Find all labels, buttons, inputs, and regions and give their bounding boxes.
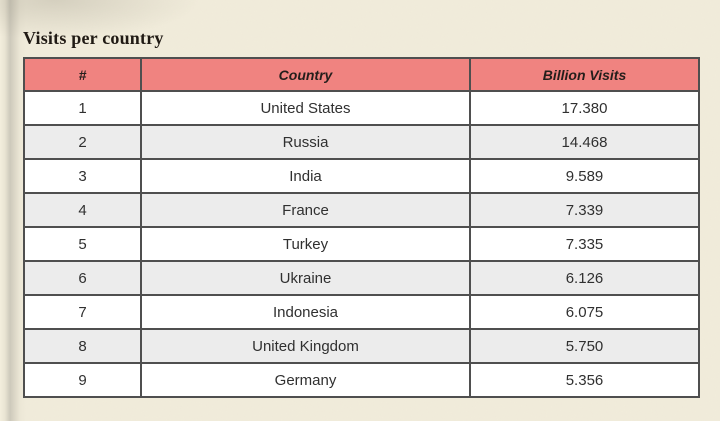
table-row: 1 United States 17.380: [23, 90, 700, 126]
cell-visits: 9.589: [469, 158, 700, 194]
cell-country: Turkey: [140, 226, 471, 262]
page-title: Visits per country: [23, 28, 164, 48]
cell-rank: 3: [23, 158, 142, 194]
cell-visits: 7.339: [469, 192, 700, 228]
cell-rank: 7: [23, 294, 142, 330]
cell-rank: 9: [23, 362, 142, 398]
cell-country: India: [140, 158, 471, 194]
column-header-visits: Billion Visits: [469, 57, 700, 92]
cell-visits: 6.075: [469, 294, 700, 330]
cell-country: Germany: [140, 362, 471, 398]
cell-country: United Kingdom: [140, 328, 471, 364]
table-row: 5 Turkey 7.335: [23, 226, 700, 262]
column-header-country: Country: [140, 57, 471, 92]
cell-visits: 5.750: [469, 328, 700, 364]
cell-country: United States: [140, 90, 471, 126]
cell-visits: 5.356: [469, 362, 700, 398]
cell-rank: 4: [23, 192, 142, 228]
column-header-rank: #: [23, 57, 142, 92]
table-header-row: # Country Billion Visits: [23, 57, 700, 92]
table-row: 6 Ukraine 6.126: [23, 260, 700, 296]
cell-country: Indonesia: [140, 294, 471, 330]
cell-visits: 7.335: [469, 226, 700, 262]
table-row: 3 India 9.589: [23, 158, 700, 194]
table-row: 8 United Kingdom 5.750: [23, 328, 700, 364]
cell-rank: 2: [23, 124, 142, 160]
content-area: Visits per country # Country Billion Vis…: [23, 28, 700, 398]
table-row: 7 Indonesia 6.075: [23, 294, 700, 330]
cell-rank: 8: [23, 328, 142, 364]
table-row: 9 Germany 5.356: [23, 362, 700, 398]
cell-rank: 6: [23, 260, 142, 296]
cell-country: France: [140, 192, 471, 228]
cell-visits: 17.380: [469, 90, 700, 126]
cell-country: Russia: [140, 124, 471, 160]
visits-table: # Country Billion Visits 1 United States…: [23, 57, 700, 398]
cell-country: Ukraine: [140, 260, 471, 296]
cell-visits: 6.126: [469, 260, 700, 296]
table-row: 2 Russia 14.468: [23, 124, 700, 160]
table-row: 4 France 7.339: [23, 192, 700, 228]
cell-rank: 5: [23, 226, 142, 262]
cell-visits: 14.468: [469, 124, 700, 160]
cell-rank: 1: [23, 90, 142, 126]
